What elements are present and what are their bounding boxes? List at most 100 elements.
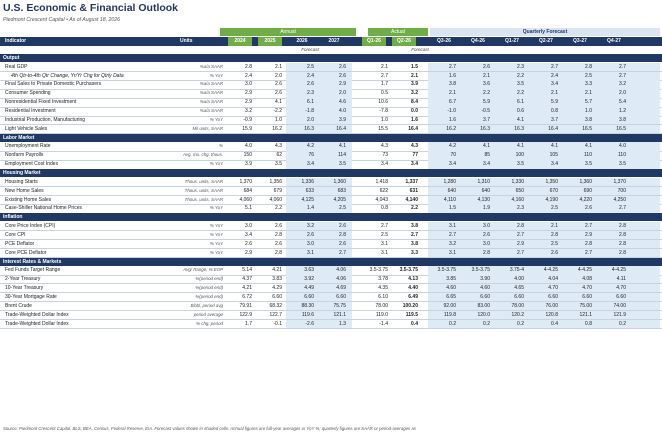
forecast-shade	[428, 107, 660, 116]
row-unit: % YoY	[209, 231, 223, 237]
row-unit: %a/a SAAR	[199, 108, 223, 114]
forecast-shade	[286, 266, 352, 275]
row-label: Brent Crude	[5, 302, 32, 309]
cell-q1-27: 100	[515, 152, 524, 159]
column-header-q4-27: Q4-27	[607, 38, 621, 44]
cell-q1-27: 0.6	[517, 108, 524, 115]
cell-q2-26: 100.20	[402, 302, 418, 309]
forecast-shade	[286, 177, 352, 187]
cell-q4-26: 2.8	[483, 249, 490, 256]
cell-q2-26: 4.13	[408, 276, 418, 282]
cell-2026: 3.0	[307, 240, 314, 247]
cell-q3-26: 1.6	[449, 117, 456, 123]
row-divider	[0, 301, 662, 302]
cell-2027: 1,360	[333, 178, 346, 185]
row-divider	[0, 115, 662, 116]
cell-q4-26: 3.0	[483, 240, 490, 247]
table-row: 4th Qtr-to-4th Qtr Change, Yr/Yr Chg for…	[0, 71, 662, 81]
cell-2026: 2.0	[307, 117, 314, 123]
row-divider	[0, 133, 662, 134]
forecast-shade	[428, 80, 660, 90]
row-label: 10-Year Treasury	[5, 284, 44, 291]
section-header-housing-market: Housing Market	[0, 169, 662, 178]
cell-q3-27: 3.5	[585, 161, 592, 168]
cell-q1-26: 622	[379, 187, 388, 194]
cell-q1-27: 2.2	[517, 72, 524, 79]
cell-q2-26: 0.0	[411, 108, 418, 115]
cell-q2-27: 105	[549, 152, 558, 159]
cell-q4-26: 3.6	[483, 81, 490, 88]
row-divider	[0, 195, 662, 196]
cell-q1-26: 3.78	[378, 276, 388, 282]
cell-q3-27: 16.5	[582, 125, 592, 132]
forecast-shade	[428, 292, 660, 302]
row-divider	[0, 327, 662, 329]
cell-2026: 3.92	[304, 276, 314, 282]
cell-2025: 68.32	[269, 302, 282, 309]
row-divider	[0, 124, 662, 125]
cell-q3-27: 4.70	[582, 284, 592, 291]
forecast-shade	[286, 239, 352, 249]
cell-2024: 4.0	[245, 143, 252, 150]
cell-q1-26: 2.7	[381, 222, 388, 229]
row-unit: %a/a SAAR	[199, 90, 223, 96]
cell-q3-26: 3.2	[449, 240, 456, 247]
table-row: Case-Shiller National Home Prices % YoY 5.…	[0, 204, 662, 214]
cell-2027: 4.0	[339, 108, 346, 115]
table-row: Existing Home Sales Thous. units, SAAR 4,0…	[0, 195, 662, 205]
cell-q2-26: 4,140	[405, 196, 418, 203]
cell-q3-26: 4.60	[446, 284, 456, 291]
cell-q1-27: 120.2	[511, 311, 524, 318]
cell-2027: 16.4	[336, 125, 346, 132]
cell-q4-27: 2.8	[619, 249, 626, 256]
row-label: Core PCE Deflator	[5, 249, 47, 256]
row-divider	[0, 97, 662, 99]
column-header-2026: 2026	[296, 38, 308, 44]
column-header-q3-26: Q3-26	[437, 38, 451, 44]
cell-2024: 1,370	[239, 178, 252, 185]
section-header-output: Output	[0, 54, 662, 62]
cell-q3-26: 1.6	[449, 72, 456, 79]
column-header-q2-27: Q2-27	[539, 38, 553, 44]
cell-q4-27: 4-4.25	[611, 267, 626, 274]
row-divider	[0, 248, 662, 249]
cell-2027: 4.1	[339, 143, 346, 150]
cell-q1-27: 2.8	[517, 222, 524, 229]
cell-q3-26: 119.8	[443, 311, 456, 318]
row-label: Final Sales to Private Domestic Purchase…	[5, 81, 102, 88]
cell-q2-26: 1.6	[411, 117, 418, 123]
section-header-inflation: Inflation	[0, 213, 662, 222]
row-divider	[0, 292, 662, 293]
table-row: New Home Sales Thous. units, SAAR 684 679 63…	[0, 186, 662, 196]
footnote: Source: Piedmont Crescent Capital, BLS, …	[3, 426, 416, 431]
forecast-shade	[428, 283, 660, 293]
cell-q4-26: 1,310	[477, 178, 490, 185]
cell-q2-26: 4.40	[408, 284, 418, 291]
cell-2025: 2.6	[275, 81, 282, 88]
cell-2024: 2.4	[245, 72, 252, 79]
cell-q3-26: 3.8	[449, 81, 456, 88]
cell-q4-27: 2.8	[619, 222, 626, 229]
forecast-shade	[428, 319, 660, 329]
cell-2027: 2.6	[339, 240, 346, 247]
cell-q2-27: 4.70	[548, 284, 558, 291]
row-unit: % chg, period	[196, 320, 223, 326]
forecast-shade	[286, 230, 352, 240]
cell-q4-27: 110	[618, 152, 626, 159]
cell-q2-26: 3.4	[411, 161, 418, 168]
forecast-shade	[428, 248, 660, 258]
cell-q3-26: 0.2	[449, 320, 456, 327]
forecast-label-row: Forecast Forecast	[0, 46, 662, 53]
column-header-q1-26: Q1-26	[362, 37, 386, 46]
cell-q3-26: 70	[450, 152, 456, 159]
cell-2027: 3.9	[339, 117, 346, 123]
cell-2027: 4.6	[339, 99, 346, 106]
cell-q2-26: 4.3	[411, 143, 418, 150]
cell-q3-26: 3.4	[449, 161, 456, 168]
section-header-labor-market: Labor Market	[0, 133, 662, 142]
forecast-shade	[286, 248, 352, 258]
cell-q1-26: 0.5	[381, 90, 388, 97]
row-unit: % YoY	[209, 249, 223, 255]
cell-q4-27: 2.7	[619, 72, 626, 79]
cell-q4-27: 4,250	[613, 196, 626, 203]
